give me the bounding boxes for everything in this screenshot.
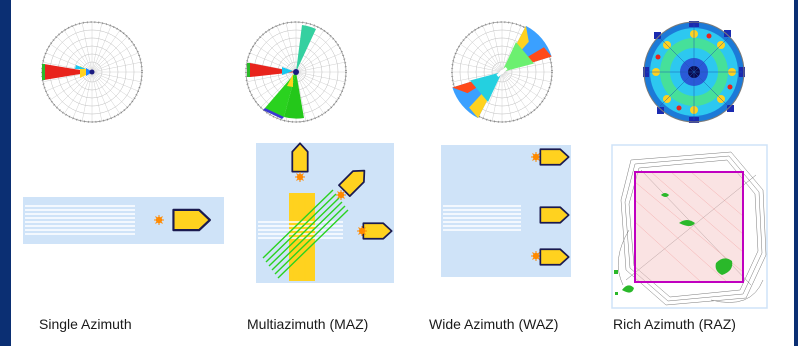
rose-diagram-multi: [245, 21, 347, 123]
survey-outline: [634, 171, 744, 283]
caption-wide-azimuth: Wide Azimuth (WAZ): [429, 316, 559, 332]
rose-diagram-wide: [451, 21, 553, 123]
streamer-spread: [25, 205, 135, 235]
source-burst-icon: [356, 225, 368, 237]
source-burst-icon: [294, 171, 306, 183]
right-frame-border: [794, 0, 798, 346]
rose-diagram-rich: [643, 21, 745, 123]
caption-single-azimuth: Single Azimuth: [39, 316, 132, 332]
wide-azimuth-panel: [441, 145, 571, 277]
caption-multiazimuth: Multiazimuth (MAZ): [247, 316, 369, 332]
rich-azimuth-panel: [611, 144, 768, 309]
left-frame-border: [0, 0, 11, 346]
caption-rich-azimuth: Rich Azimuth (RAZ): [613, 316, 736, 332]
source-burst-icon: [530, 151, 542, 163]
multiazimuth-panel: [256, 142, 394, 283]
rose-diagram-single: [41, 21, 143, 123]
source-burst-icon: [153, 214, 165, 226]
source-burst-icon: [335, 189, 347, 201]
azimuth-comparison-figure: Single Azimuth Multiazimuth (MAZ) Wide A…: [11, 0, 794, 346]
single-azimuth-panel: [23, 197, 224, 244]
source-burst-icon: [530, 250, 542, 262]
